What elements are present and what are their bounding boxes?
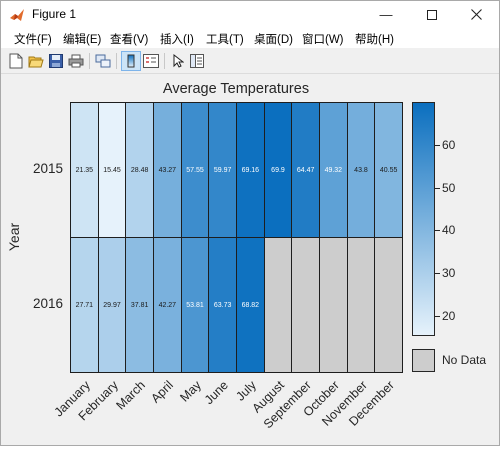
heatmap-cell	[374, 237, 403, 373]
colorbar-tick	[435, 316, 440, 318]
heatmap-cell: 69.16	[236, 102, 265, 238]
close-button[interactable]	[453, 1, 499, 28]
toolbar-separator	[164, 53, 165, 69]
colorbar-tick	[435, 187, 440, 189]
colorbar-tick-label: 20	[442, 309, 456, 324]
menu-insert[interactable]: 插入(I)	[160, 34, 194, 46]
heatmap-cell	[319, 237, 348, 373]
heatmap-cell: 64.47	[291, 102, 320, 238]
heatmap-cell: 63.73	[208, 237, 237, 373]
menu-file[interactable]: 文件(F)	[14, 34, 52, 46]
open-file-button[interactable]	[27, 52, 45, 70]
heatmap-cell	[263, 237, 293, 373]
heatmap-cell: 42.27	[153, 237, 182, 373]
link-plot-icon	[95, 54, 111, 68]
link-plot-button[interactable]	[94, 52, 112, 70]
heatmap-cell	[291, 237, 320, 373]
matlab-logo-icon	[10, 9, 24, 21]
heatmap-cell: 40.55	[374, 102, 403, 238]
heatmap-cell: 53.81	[180, 237, 210, 373]
maximize-button[interactable]	[409, 1, 455, 28]
toolbar-separator	[116, 53, 117, 69]
heatmap-cell: 28.48	[125, 102, 154, 238]
colorbar-tick	[435, 144, 440, 146]
heatmap-cell: 69.9	[263, 102, 293, 238]
heatmap-cell: 29.97	[97, 237, 127, 373]
close-icon	[470, 9, 482, 20]
open-file-icon	[28, 56, 44, 68]
colorbar-tick-label: 60	[442, 137, 456, 152]
heatmap-cell	[346, 237, 376, 373]
heatmap-cell: 15.45	[97, 102, 127, 238]
no-data-swatch	[412, 349, 435, 372]
colorbar-button[interactable]	[121, 51, 141, 71]
save-button[interactable]	[47, 52, 65, 70]
heatmap-cell: 21.35	[70, 102, 99, 238]
colorbar-tick-label: 30	[442, 266, 456, 281]
heatmap-cell: 27.71	[70, 237, 99, 373]
menu-help[interactable]: 帮助(H)	[355, 34, 394, 46]
heatmap-cell: 43.27	[153, 102, 182, 238]
heatmap-cell: 59.97	[208, 102, 237, 238]
colorbar-tick	[435, 273, 440, 275]
window-title: Figure 1	[32, 7, 77, 21]
toolbar	[1, 49, 499, 74]
maximize-icon	[427, 9, 437, 20]
menu-bar: 文件(F) 编辑(E) 查看(V) 插入(I) 工具(T) 桌面(D) 窗口(W…	[1, 28, 499, 48]
heatmap-cell: 49.32	[319, 102, 348, 238]
legend-button[interactable]	[142, 52, 160, 70]
heatmap-cell: 37.81	[125, 237, 154, 373]
pointer-button[interactable]	[169, 52, 187, 70]
toolbar-separator	[89, 53, 90, 69]
new-figure-button[interactable]	[7, 52, 25, 70]
print-button[interactable]	[67, 52, 85, 70]
heatmap-cell: 68.82	[236, 237, 265, 373]
no-data-label: No Data	[442, 353, 487, 367]
legend-icon	[143, 54, 159, 68]
minimize-button[interactable]: —	[363, 1, 409, 28]
colorbar-tick-label: 50	[442, 180, 456, 195]
property-inspector-button[interactable]	[188, 52, 206, 70]
pointer-icon	[173, 54, 184, 68]
print-icon	[68, 54, 84, 68]
heatmap-cell: 57.55	[180, 102, 210, 238]
property-inspector-icon	[190, 54, 204, 68]
title-bar: Figure 1 —	[1, 1, 499, 28]
heatmap-cell: 43.8	[346, 102, 376, 238]
y-tick-label: 2015	[33, 160, 64, 176]
colorbar-tick	[435, 230, 440, 232]
save-icon	[49, 54, 63, 68]
menu-edit[interactable]: 编辑(E)	[63, 34, 102, 46]
menu-tools[interactable]: 工具(T)	[206, 34, 244, 46]
colorbar	[412, 102, 435, 336]
menu-view[interactable]: 查看(V)	[110, 34, 149, 46]
colorbar-icon	[127, 54, 135, 68]
menu-desktop[interactable]: 桌面(D)	[254, 34, 293, 46]
colorbar-tick-label: 40	[442, 223, 456, 238]
chart-title: Average Temperatures	[162, 81, 310, 97]
new-figure-icon	[9, 53, 23, 69]
y-axis-title: Year	[6, 222, 22, 252]
menu-window[interactable]: 窗口(W)	[302, 34, 344, 46]
y-tick-label: 2016	[33, 295, 64, 311]
minimize-icon: —	[379, 7, 393, 22]
